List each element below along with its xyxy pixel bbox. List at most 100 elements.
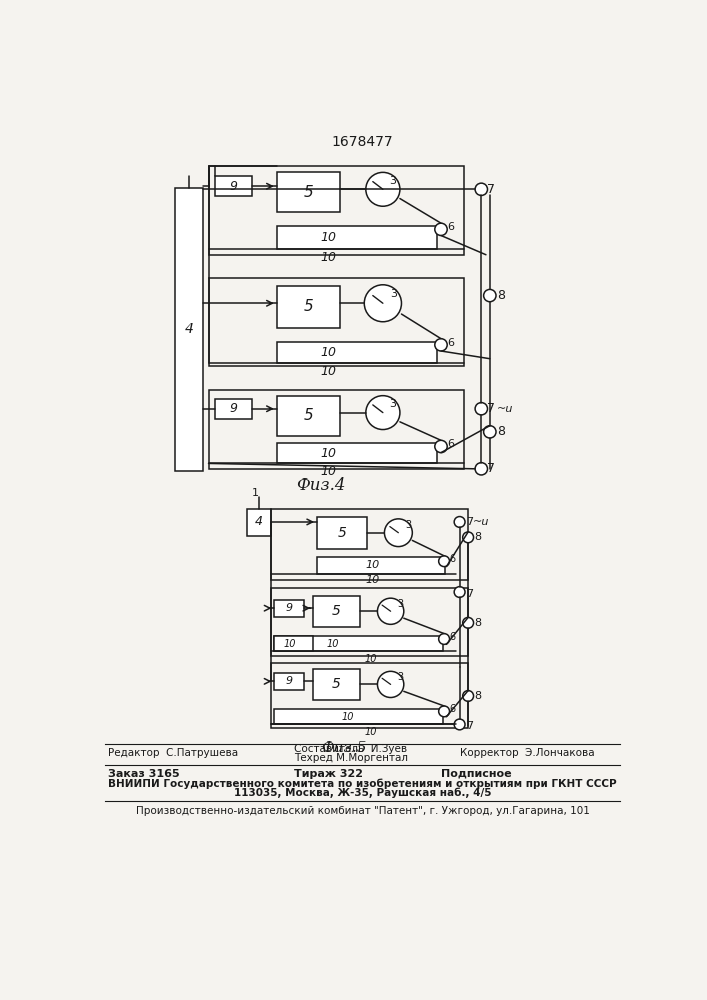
Text: 6: 6 [447, 222, 454, 232]
Bar [274, 636, 443, 651]
Circle shape [435, 339, 448, 351]
Text: ~u: ~u [473, 517, 489, 527]
Text: 8: 8 [474, 618, 481, 628]
Text: 7: 7 [487, 462, 496, 475]
Bar [175, 188, 203, 471]
Text: 6: 6 [447, 439, 454, 449]
Bar [209, 166, 464, 255]
Text: 7: 7 [466, 589, 473, 599]
Text: 5: 5 [303, 185, 313, 200]
Text: 10: 10 [341, 712, 354, 722]
Text: 10: 10 [321, 365, 337, 378]
Text: 3: 3 [397, 599, 403, 609]
Text: 9: 9 [286, 676, 293, 686]
Text: Техред М.Моргентал: Техред М.Моргентал [293, 753, 408, 763]
Bar [209, 278, 464, 366]
Text: 3: 3 [405, 520, 411, 530]
Text: 6: 6 [450, 632, 456, 642]
Text: Тираж 322: Тираж 322 [293, 769, 363, 779]
Text: 10: 10 [366, 575, 380, 585]
Circle shape [438, 556, 450, 567]
Circle shape [435, 223, 448, 235]
Text: 9: 9 [229, 180, 238, 193]
Circle shape [378, 671, 404, 698]
Text: 7: 7 [487, 402, 496, 415]
Circle shape [364, 285, 402, 322]
Text: 5: 5 [303, 299, 313, 314]
Bar [276, 342, 437, 363]
Text: 10: 10 [321, 346, 337, 359]
Circle shape [484, 426, 496, 438]
Bar [247, 509, 271, 536]
Text: 5: 5 [303, 408, 313, 423]
Bar [271, 509, 468, 580]
Text: 1678477: 1678477 [332, 135, 394, 149]
Bar [276, 172, 340, 212]
Text: 3: 3 [390, 399, 397, 409]
Text: 7: 7 [466, 517, 473, 527]
Text: Редактор  С.Патрушева: Редактор С.Патрушева [107, 748, 238, 758]
Bar [276, 286, 340, 328]
Text: 10: 10 [366, 560, 380, 570]
Circle shape [475, 403, 488, 415]
Text: Заказ 3165: Заказ 3165 [107, 769, 180, 779]
Bar [271, 588, 468, 656]
Circle shape [475, 183, 488, 195]
Bar [274, 673, 304, 690]
Text: 8: 8 [474, 532, 481, 542]
Bar [215, 176, 252, 196]
Bar [276, 443, 437, 463]
Circle shape [366, 172, 400, 206]
Text: 1: 1 [252, 488, 259, 498]
Bar [313, 669, 360, 700]
Bar [274, 709, 443, 724]
Text: 10: 10 [284, 639, 296, 649]
Bar [274, 636, 313, 651]
Text: 4: 4 [255, 515, 263, 528]
Text: 10: 10 [326, 639, 339, 649]
Text: 8: 8 [474, 691, 481, 701]
Text: Производственно-издательский комбинат "Патент", г. Ужгород, ул.Гагарина, 101: Производственно-издательский комбинат "П… [136, 806, 590, 816]
Bar [317, 517, 368, 549]
Circle shape [454, 517, 465, 527]
Bar [313, 596, 360, 627]
Text: 10: 10 [365, 654, 378, 664]
Bar [215, 399, 252, 419]
Text: 10: 10 [321, 251, 337, 264]
Circle shape [484, 289, 496, 302]
Circle shape [462, 532, 474, 543]
Circle shape [378, 598, 404, 624]
Circle shape [385, 519, 412, 547]
Text: 9: 9 [229, 402, 238, 415]
Text: ~u: ~u [496, 404, 513, 414]
Text: 7: 7 [466, 721, 473, 731]
Text: 3: 3 [390, 176, 397, 186]
Circle shape [454, 587, 465, 597]
Text: Корректор  Э.Лончакова: Корректор Э.Лончакова [460, 748, 595, 758]
Text: Физ.5: Физ.5 [322, 741, 367, 755]
Bar [276, 226, 437, 249]
Text: 5: 5 [332, 604, 341, 618]
Text: 6: 6 [447, 338, 454, 348]
Text: 113035, Москва, Ж-35, Раушская наб., 4/5: 113035, Москва, Ж-35, Раушская наб., 4/5 [234, 788, 491, 798]
Circle shape [438, 634, 450, 644]
Circle shape [435, 440, 448, 453]
Text: 5: 5 [337, 526, 346, 540]
Text: 8: 8 [497, 425, 505, 438]
Text: 10: 10 [321, 465, 337, 478]
Text: 6: 6 [450, 704, 456, 714]
Text: 4: 4 [185, 322, 194, 336]
Text: 10: 10 [321, 447, 337, 460]
Text: 3: 3 [397, 672, 403, 682]
Bar [271, 663, 468, 728]
Text: 3: 3 [390, 289, 397, 299]
Bar [209, 389, 464, 469]
Text: ВНИИПИ Государственного комитета по изобретениям и открытиям при ГКНТ СССР: ВНИИПИ Государственного комитета по изоб… [108, 778, 617, 789]
Circle shape [366, 396, 400, 430]
Bar [274, 600, 304, 617]
Text: 6: 6 [450, 554, 456, 564]
Circle shape [438, 706, 450, 717]
Text: 9: 9 [286, 603, 293, 613]
Text: 5: 5 [332, 677, 341, 691]
Circle shape [454, 719, 465, 730]
